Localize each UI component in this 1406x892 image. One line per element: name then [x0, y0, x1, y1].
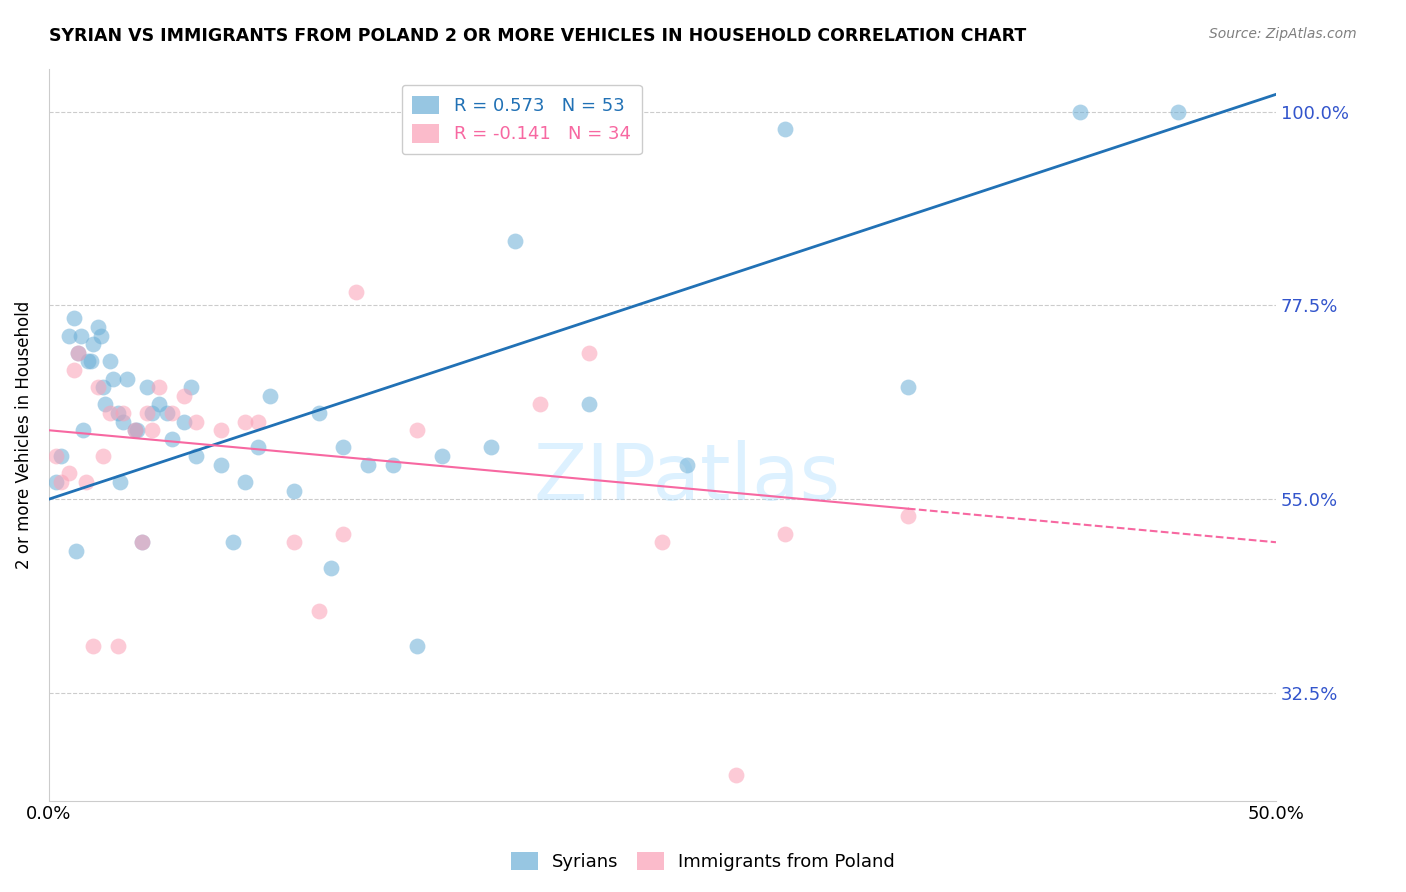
Point — [430, 449, 453, 463]
Point — [45, 475, 67, 489]
Point — [91, 449, 114, 463]
Point — [131, 535, 153, 549]
Point — [173, 415, 195, 429]
Point — [87, 319, 110, 334]
Point — [479, 441, 502, 455]
Point — [180, 380, 202, 394]
Point — [67, 345, 90, 359]
Point — [578, 397, 600, 411]
Point — [283, 483, 305, 498]
Text: Source: ZipAtlas.com: Source: ZipAtlas.com — [1209, 27, 1357, 41]
Point — [259, 389, 281, 403]
Point — [94, 397, 117, 411]
Point — [332, 526, 354, 541]
Point — [58, 328, 80, 343]
Point — [406, 423, 429, 437]
Point — [87, 380, 110, 394]
Point — [141, 406, 163, 420]
Point — [186, 449, 208, 463]
Point — [246, 415, 269, 429]
Point — [98, 354, 121, 368]
Point — [148, 397, 170, 411]
Point — [344, 285, 367, 300]
Point — [725, 768, 748, 782]
Point — [136, 380, 159, 394]
Point — [70, 328, 93, 343]
Point — [89, 328, 111, 343]
Point — [160, 406, 183, 420]
Point — [321, 561, 343, 575]
Point — [233, 475, 256, 489]
Point — [160, 432, 183, 446]
Point — [529, 397, 551, 411]
Point — [124, 423, 146, 437]
Point — [51, 449, 73, 463]
Point — [1069, 104, 1091, 119]
Point — [107, 406, 129, 420]
Point — [58, 467, 80, 481]
Point — [503, 234, 526, 248]
Point — [897, 380, 920, 394]
Text: SYRIAN VS IMMIGRANTS FROM POLAND 2 OR MORE VEHICLES IN HOUSEHOLD CORRELATION CHA: SYRIAN VS IMMIGRANTS FROM POLAND 2 OR MO… — [49, 27, 1026, 45]
Point — [222, 535, 245, 549]
Point — [773, 526, 796, 541]
Point — [676, 458, 699, 472]
Point — [117, 371, 139, 385]
Point — [80, 354, 103, 368]
Point — [131, 535, 153, 549]
Point — [233, 415, 256, 429]
Point — [45, 449, 67, 463]
Point — [897, 509, 920, 524]
Point — [651, 535, 673, 549]
Point — [98, 406, 121, 420]
Point — [67, 345, 90, 359]
Point — [77, 354, 100, 368]
Point — [308, 604, 330, 618]
Point — [82, 639, 104, 653]
Legend: Syrians, Immigrants from Poland: Syrians, Immigrants from Poland — [503, 845, 903, 879]
Point — [72, 423, 94, 437]
Point — [111, 406, 134, 420]
Point — [148, 380, 170, 394]
Point — [773, 121, 796, 136]
Point — [406, 639, 429, 653]
Point — [332, 441, 354, 455]
Point — [578, 345, 600, 359]
Point — [127, 423, 149, 437]
Point — [107, 639, 129, 653]
Point — [136, 406, 159, 420]
Point — [62, 311, 84, 326]
Point — [186, 415, 208, 429]
Point — [209, 458, 232, 472]
Point — [124, 423, 146, 437]
Point — [108, 475, 131, 489]
Point — [141, 423, 163, 437]
Point — [381, 458, 404, 472]
Point — [75, 475, 97, 489]
Y-axis label: 2 or more Vehicles in Household: 2 or more Vehicles in Household — [15, 301, 32, 569]
Point — [91, 380, 114, 394]
Legend: R = 0.573   N = 53, R = -0.141   N = 34: R = 0.573 N = 53, R = -0.141 N = 34 — [402, 85, 641, 154]
Point — [65, 544, 87, 558]
Point — [209, 423, 232, 437]
Point — [51, 475, 73, 489]
Point — [1167, 104, 1189, 119]
Point — [101, 371, 124, 385]
Point — [283, 535, 305, 549]
Point — [246, 441, 269, 455]
Point — [111, 415, 134, 429]
Point — [173, 389, 195, 403]
Point — [357, 458, 380, 472]
Point — [62, 363, 84, 377]
Point — [156, 406, 179, 420]
Text: ZIPatlas: ZIPatlas — [533, 441, 841, 516]
Point — [82, 337, 104, 351]
Point — [308, 406, 330, 420]
